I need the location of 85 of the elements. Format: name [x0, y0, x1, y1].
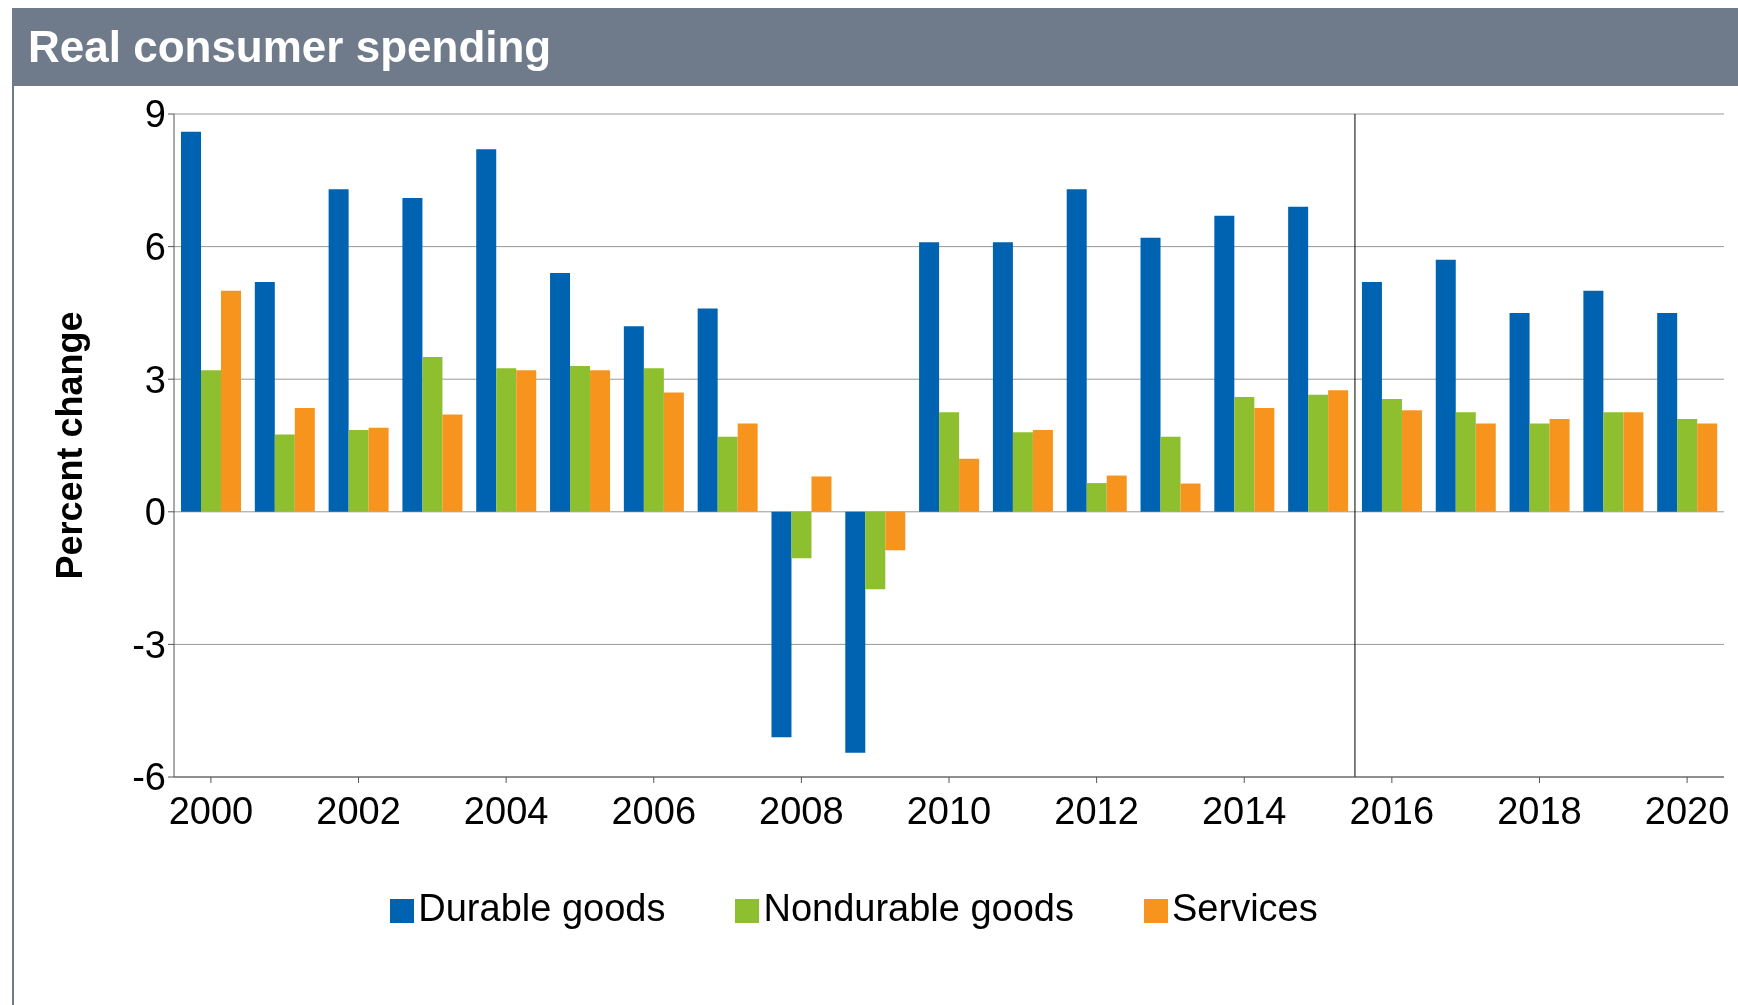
bar [328, 189, 349, 512]
bar [348, 430, 369, 512]
bar [992, 242, 1013, 512]
bar [845, 511, 866, 753]
bar [885, 511, 906, 551]
bar [1012, 432, 1033, 512]
x-tick-label: 2004 [463, 789, 549, 832]
legend-label: Nondurable goods [763, 887, 1075, 929]
bar [1435, 259, 1456, 512]
bar [643, 368, 664, 512]
bar [1583, 290, 1604, 512]
y-tick-label: 0 [144, 491, 166, 534]
bar [717, 436, 738, 512]
x-tick-label: 2010 [906, 789, 992, 832]
bar [791, 511, 812, 559]
bar [697, 308, 718, 512]
bar [939, 412, 960, 512]
bar [1697, 423, 1718, 512]
bar [550, 273, 571, 512]
bar [368, 427, 389, 512]
bar [1657, 312, 1678, 512]
bar [254, 281, 275, 512]
bar [1214, 215, 1235, 512]
bar [1623, 412, 1644, 512]
chart-title: Real consumer spending [12, 8, 1738, 86]
bar [442, 414, 463, 512]
x-tick-label: 2008 [759, 789, 844, 832]
x-tick-label: 2014 [1201, 789, 1287, 832]
bar [476, 149, 497, 512]
bar [1180, 483, 1201, 512]
bar [1106, 475, 1127, 512]
x-tick-label: 2006 [611, 789, 697, 832]
bar [1254, 407, 1275, 512]
y-tick-label: -3 [132, 623, 166, 666]
bar [1308, 394, 1329, 512]
bar [1140, 237, 1161, 512]
bar [1677, 418, 1698, 512]
bar [1401, 410, 1422, 512]
bar [294, 407, 315, 512]
bar [181, 131, 201, 512]
bar [1066, 189, 1087, 512]
x-tick-label: 2020 [1644, 789, 1730, 832]
bar [1381, 399, 1402, 512]
bar [623, 326, 644, 512]
x-tick-label: 2002 [316, 789, 401, 832]
bar [274, 434, 295, 512]
y-axis-title: Percent change [48, 311, 90, 580]
bar [771, 511, 792, 738]
legend-label: Durable goods [418, 887, 666, 929]
x-tick-label: 2012 [1054, 789, 1139, 832]
y-tick-label: 9 [144, 93, 166, 136]
x-tick-label: 2000 [168, 789, 254, 832]
bar [1529, 423, 1550, 512]
bar [516, 370, 537, 512]
bar [959, 458, 980, 512]
bar [1475, 423, 1496, 512]
bar [570, 365, 591, 512]
bar [919, 242, 940, 512]
bar [1549, 418, 1570, 512]
y-tick-label: 3 [144, 358, 166, 401]
bar [1086, 483, 1107, 512]
bar [422, 357, 443, 512]
bar [1234, 396, 1255, 512]
x-tick-label: 2016 [1349, 789, 1435, 832]
x-tick-label: 2018 [1497, 789, 1582, 832]
bar [865, 511, 886, 590]
bar [221, 290, 241, 512]
bar [1288, 206, 1309, 512]
bar [1509, 312, 1530, 512]
bar [737, 423, 758, 512]
bar [1361, 281, 1382, 512]
bar [663, 392, 684, 512]
bar [402, 197, 423, 512]
bar [1328, 390, 1349, 512]
bar [496, 368, 517, 512]
bar [1032, 430, 1053, 512]
bar [590, 370, 611, 512]
bar [1160, 436, 1181, 512]
bar [1603, 412, 1624, 512]
legend-label: Services [1172, 887, 1318, 929]
bar [201, 370, 221, 512]
y-tick-label: -6 [132, 756, 166, 799]
bar [1455, 412, 1476, 512]
bar [811, 476, 832, 512]
y-tick-label: 6 [144, 226, 166, 269]
